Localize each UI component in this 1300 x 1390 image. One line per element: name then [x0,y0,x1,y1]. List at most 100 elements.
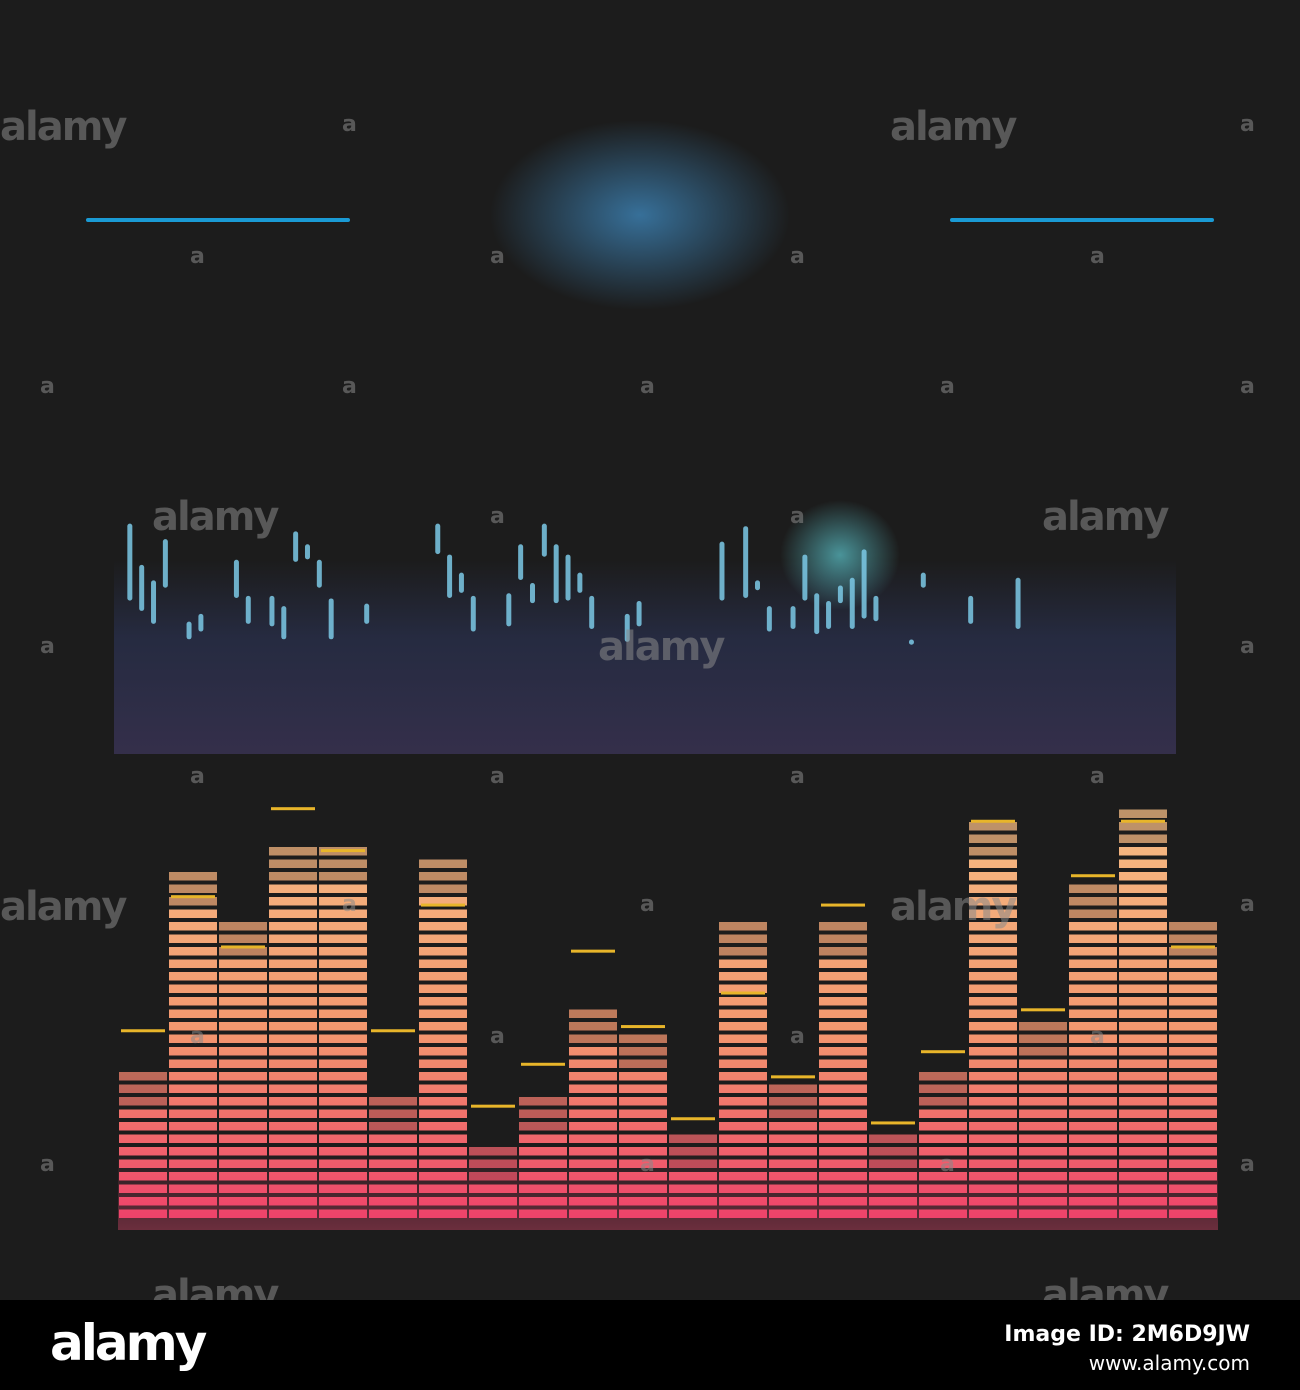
meter-segment [969,884,1017,893]
meter-segment [219,1009,267,1018]
meter-segment [1069,972,1117,981]
meter-segment [869,1197,917,1206]
meter-segment [769,1147,817,1156]
meter-peak-marker [921,1050,965,1054]
meter-segment [619,1159,667,1168]
meter-segment [1119,1047,1167,1056]
meter-segment [819,1184,867,1193]
meter-segment [969,1097,1017,1106]
meter-segment [719,934,767,943]
meter-segment [269,1197,317,1206]
meter-segment [1069,1209,1117,1218]
meter-segment [419,947,467,956]
meter-segment [1069,1009,1117,1018]
meter-segment [519,1097,567,1106]
meter-segment [969,1072,1017,1081]
level-meter [118,807,1218,1230]
meter-segment [719,1034,767,1043]
waveform-glow [490,120,790,310]
meter-segment [1169,1184,1217,1193]
meter-segment [1119,1009,1167,1018]
meter-segment [269,1109,317,1118]
meter-segment [519,1184,567,1193]
waveform [86,45,1214,403]
meter-segment [819,1072,867,1081]
meter-segment [269,997,317,1006]
meter-segment [169,947,217,956]
meter-segment [819,984,867,993]
meter-segment [969,859,1017,868]
meter-segment [819,1197,867,1206]
meter-segment [319,1159,367,1168]
meter-segment [419,1072,467,1081]
meter-segment [719,997,767,1006]
meter-segment [319,1134,367,1143]
meter-segment [1169,947,1217,956]
meter-segment [969,922,1017,931]
meter-peak-marker [821,903,865,907]
meter-segment [719,1084,767,1093]
meter-segment [369,1097,417,1106]
meter-segment [669,1197,717,1206]
meter-segment [819,1159,867,1168]
meter-segment [1019,1022,1067,1031]
meter-segment [269,947,317,956]
meter-segment [1019,1197,1067,1206]
meter-segment [819,997,867,1006]
meter-peak-marker [371,1029,415,1033]
meter-segment [919,1072,967,1081]
meter-segment [919,1147,967,1156]
meter-segment [819,1022,867,1031]
meter-segment [319,1147,367,1156]
meter-segment [1119,872,1167,881]
meter-segment [619,1197,667,1206]
meter-segment [1069,959,1117,968]
meter-segment [969,909,1017,918]
meter-segment [769,1097,817,1106]
meter-segment [619,1134,667,1143]
image-id: Image ID: 2M6D9JW [1004,1322,1250,1347]
meter-segment [1119,1134,1167,1143]
meter-segment [169,934,217,943]
meter-segment [719,1047,767,1056]
meter-segment [1019,1184,1067,1193]
meter-segment [1019,1147,1067,1156]
meter-segment [169,1047,217,1056]
meter-segment [969,1034,1017,1043]
meter-segment [1119,947,1167,956]
meter-segment [1119,859,1167,868]
meter-segment [1169,1134,1217,1143]
meter-segment [169,1184,217,1193]
meter-segment [869,1172,917,1181]
meter-segment [919,1184,967,1193]
meter-segment [169,897,217,906]
meter-segment [1019,1072,1067,1081]
meter-segment [519,1109,567,1118]
meter-segment [1019,1134,1067,1143]
meter-segment [719,1072,767,1081]
meter-segment [119,1084,167,1093]
meter-segment [269,897,317,906]
meter-segment [319,909,367,918]
meter-segment [969,1209,1017,1218]
meter-peak-marker [721,991,765,995]
meter-segment [169,1022,217,1031]
meter-segment [169,1059,217,1068]
meter-segment [819,934,867,943]
meter-segment [319,859,367,868]
meter-segment [419,1159,467,1168]
meter-segment [269,984,317,993]
meter-segment [419,1134,467,1143]
meter-segment [319,897,367,906]
meter-segment [519,1159,567,1168]
meter-segment [219,1184,267,1193]
meter-segment [919,1109,967,1118]
meter-segment [269,972,317,981]
meter-segment [719,1022,767,1031]
meter-segment [219,972,267,981]
meter-segment [1169,1197,1217,1206]
meter-segment [419,884,467,893]
meter-segment [719,1184,767,1193]
meter-segment [569,1209,617,1218]
meter-segment [469,1172,517,1181]
